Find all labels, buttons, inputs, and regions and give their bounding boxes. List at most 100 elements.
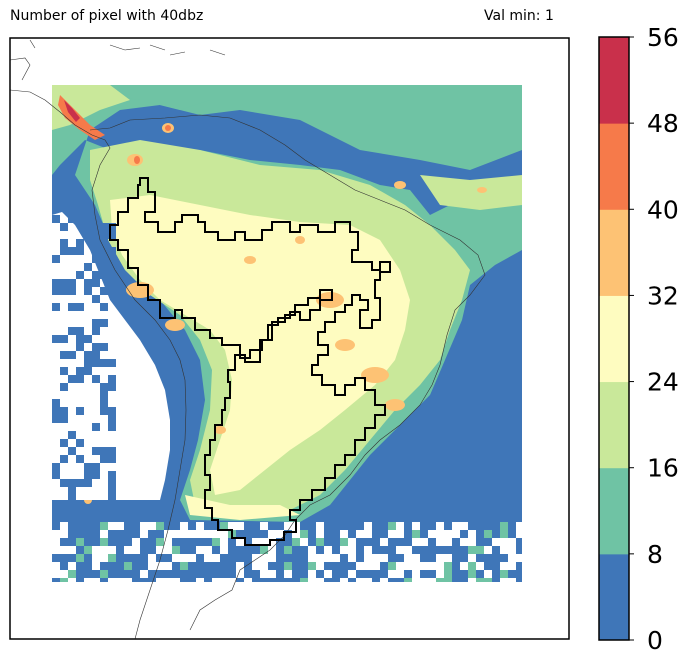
sparse-cell xyxy=(516,546,522,554)
sparse-cell xyxy=(156,570,164,578)
sparse-cell xyxy=(356,570,364,578)
sparse-cell xyxy=(284,538,292,546)
sparse-cell xyxy=(100,447,108,455)
sparse-cell xyxy=(340,538,348,546)
sparse-cell xyxy=(180,562,188,570)
sparse-cell xyxy=(260,546,268,554)
sparse-cell xyxy=(100,231,108,239)
sparse-cell xyxy=(220,522,228,530)
map-frame xyxy=(9,37,570,640)
sparse-cell xyxy=(300,522,308,530)
sparse-cell xyxy=(188,570,196,578)
sparse-cell xyxy=(324,538,332,546)
sparse-cell xyxy=(484,538,492,546)
sparse-cell xyxy=(348,530,356,538)
sparse-cell xyxy=(108,271,116,279)
sparse-cell xyxy=(172,546,180,554)
sparse-cell xyxy=(60,407,68,415)
sparse-cell xyxy=(508,570,516,578)
nodata-pacific xyxy=(52,212,170,500)
sparse-cell xyxy=(292,546,300,554)
sparse-cell xyxy=(84,522,92,530)
sparse-cell xyxy=(404,538,412,546)
sparse-cell xyxy=(76,375,84,383)
sparse-cell xyxy=(340,570,348,578)
sparse-cell xyxy=(508,522,516,530)
sparse-cell xyxy=(468,562,476,570)
sparse-cell xyxy=(100,359,108,367)
sparse-cell xyxy=(276,562,284,570)
sparse-cell xyxy=(372,570,380,578)
sparse-cell xyxy=(52,335,60,343)
sparse-cell xyxy=(116,530,124,538)
colorbar-segment xyxy=(599,295,629,383)
sparse-cell xyxy=(52,303,60,311)
sparse-cell xyxy=(68,538,76,546)
sparse-cell xyxy=(276,570,284,578)
sparse-cell xyxy=(492,546,500,554)
colorbar-segment xyxy=(599,37,629,124)
sparse-cell xyxy=(156,522,164,530)
sparse-cell xyxy=(300,530,308,538)
sparse-cell xyxy=(460,554,468,562)
sparse-cell xyxy=(364,538,372,546)
sparse-cell xyxy=(108,247,116,255)
sparse-cell xyxy=(228,546,236,554)
sparse-cell xyxy=(244,570,252,578)
colorbar: 0 8 16 24 32 40 48 56 xyxy=(598,23,679,655)
data-field xyxy=(52,85,522,582)
sparse-cell xyxy=(92,343,100,351)
sparse-cell xyxy=(140,562,148,570)
sparse-cell xyxy=(116,570,124,578)
sparse-cell xyxy=(356,554,364,562)
sparse-cell xyxy=(180,546,188,554)
sparse-cell xyxy=(124,554,132,562)
sparse-cell xyxy=(52,407,60,415)
sparse-cell xyxy=(300,546,308,554)
sparse-cell xyxy=(188,522,196,530)
sparse-cell xyxy=(188,538,196,546)
sparse-cell xyxy=(68,554,76,562)
sparse-cell xyxy=(388,578,396,582)
value-min-label: Val min: 1 xyxy=(484,8,554,24)
sparse-cell xyxy=(276,522,284,530)
sparse-cell xyxy=(420,530,428,538)
sparse-cell xyxy=(348,562,356,570)
sparse-cell xyxy=(324,562,332,570)
sparse-cell xyxy=(340,562,348,570)
sparse-cell xyxy=(116,554,124,562)
sparse-cell xyxy=(380,522,388,530)
sparse-cell xyxy=(52,578,60,582)
sparse-cell xyxy=(244,530,252,538)
sparse-cell xyxy=(52,287,60,295)
sparse-cell xyxy=(108,263,116,271)
sparse-cell xyxy=(492,522,500,530)
sparse-cell xyxy=(60,239,68,247)
sparse-cell xyxy=(236,578,244,582)
sparse-cell xyxy=(68,375,76,383)
sparse-cell xyxy=(452,546,460,554)
sparse-cell xyxy=(260,530,268,538)
sparse-cell xyxy=(492,530,500,538)
sparse-cell xyxy=(180,538,188,546)
sparse-cell xyxy=(100,319,108,327)
plot-title: Number of pixel with 40dbz xyxy=(10,8,204,24)
sparse-cell xyxy=(156,530,164,538)
sparse-cell xyxy=(468,546,476,554)
sparse-cell xyxy=(108,530,116,538)
sparse-cell xyxy=(60,279,68,287)
sparse-cell xyxy=(372,578,380,582)
sparse-cell xyxy=(332,562,340,570)
sparse-cell xyxy=(444,578,452,582)
sparse-cell xyxy=(340,554,348,562)
sparse-cell xyxy=(148,538,156,546)
sparse-cell xyxy=(76,303,84,311)
sparse-cell xyxy=(108,562,116,570)
sparse-cell xyxy=(108,471,116,479)
sparse-cell xyxy=(84,367,92,375)
sparse-cell xyxy=(60,287,68,295)
sparse-cell xyxy=(52,215,60,223)
sparse-cell xyxy=(388,562,396,570)
colorbar-tick-label: 48 xyxy=(647,109,679,138)
sparse-cell xyxy=(292,570,300,578)
